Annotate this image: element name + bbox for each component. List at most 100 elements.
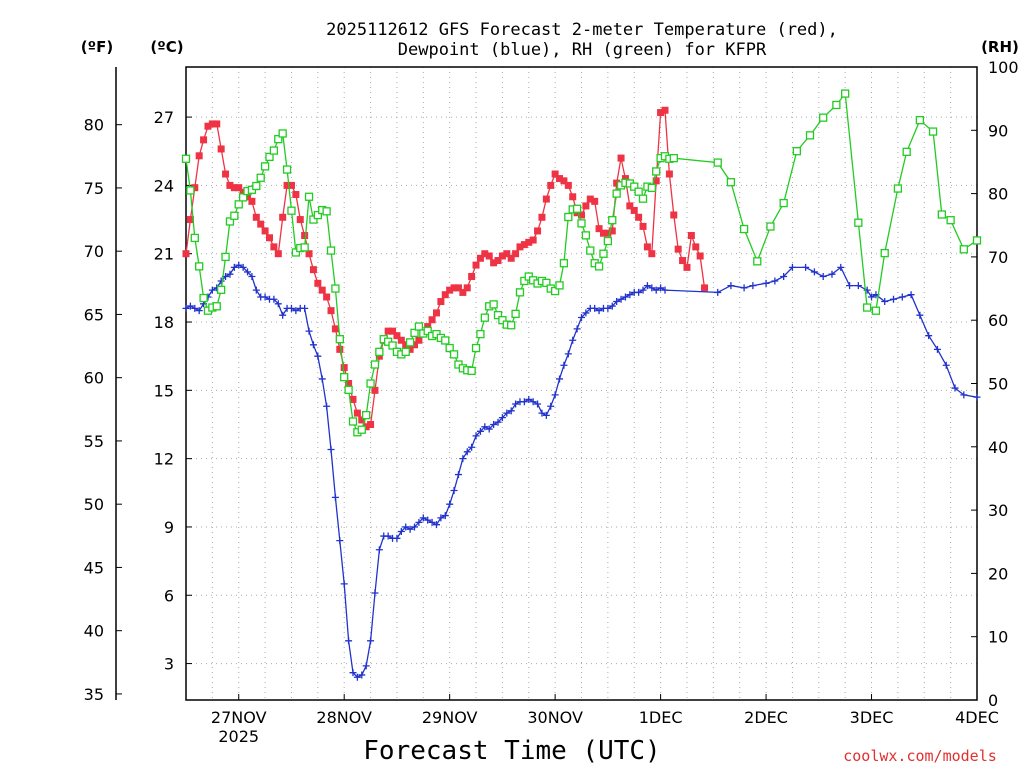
dewpoint-point [569, 336, 577, 344]
fahrenheit-tick-label: 80 [84, 116, 104, 135]
dewpoint-point [485, 425, 493, 433]
temperature-point [336, 345, 344, 353]
dewpoint-point [362, 662, 370, 670]
temperature-point [595, 225, 603, 233]
rh-point [423, 326, 432, 336]
dewpoint-point [301, 304, 309, 312]
rh-point [854, 218, 863, 227]
dewpoint-point [318, 375, 326, 383]
rh-point [471, 343, 481, 353]
temperature-point [287, 181, 295, 189]
temperature-point [692, 243, 700, 251]
rh-point [186, 186, 195, 195]
rh-point [630, 182, 639, 191]
rh-point [779, 198, 788, 208]
temperature-point [323, 293, 331, 301]
credit-link[interactable]: coolwx.com/models [843, 747, 997, 765]
fahrenheit-tick-label: 35 [84, 685, 104, 704]
temperature-point [441, 291, 449, 299]
rh-point [265, 152, 274, 162]
rh-point [238, 193, 248, 202]
rh-point [221, 252, 230, 262]
dewpoint-point [951, 384, 959, 392]
dewpoint-point [933, 345, 941, 353]
dewpoint-point [771, 277, 779, 285]
temperature-point [283, 181, 291, 189]
rh-point [467, 366, 476, 375]
temperature-point [648, 250, 656, 258]
dewpoint-point [538, 409, 546, 417]
chart-title-line1: 2025112612 GFS Forecast 2-meter Temperat… [326, 20, 838, 40]
x-tick-label: 2DEC [744, 708, 788, 727]
temperature-point [402, 341, 410, 349]
rh-point [489, 300, 498, 309]
dewpoint-point [217, 277, 225, 285]
rh-point [599, 249, 608, 258]
temperature-point [639, 222, 647, 230]
dewpoint-point [868, 293, 876, 301]
temperature-point [586, 195, 594, 203]
dewpoint-point [468, 443, 476, 451]
rh-tick-label: 60 [988, 311, 1008, 330]
rh-point [946, 216, 955, 225]
rh-point [181, 154, 191, 163]
temperature-point [384, 327, 392, 335]
temperature-point [657, 109, 665, 117]
rh-point [915, 116, 925, 125]
rh-point [564, 212, 573, 222]
celsius-tick-label: 12 [154, 450, 174, 469]
temperature-point [415, 336, 423, 344]
rh-point [357, 425, 366, 434]
rh-point [634, 187, 643, 196]
temperature-point [424, 323, 432, 331]
temperature-point [498, 252, 506, 260]
plot-frame [185, 66, 978, 701]
dewpoint-point [424, 516, 432, 524]
dewpoint-point [432, 521, 440, 529]
temperature-point [279, 213, 287, 221]
temperature-point [547, 181, 555, 189]
dewpoint-point [459, 455, 467, 463]
rh-point [309, 215, 318, 224]
temperature-point [534, 227, 542, 235]
rh-point [300, 243, 309, 252]
rh-point [282, 165, 292, 174]
rh-tick-label: 0 [988, 691, 998, 710]
rh-point [841, 89, 850, 98]
temperature-point [674, 245, 682, 253]
temperature-point [529, 236, 537, 244]
x-tick-label: 30NOV [527, 708, 583, 727]
dewpoint-point [411, 523, 419, 531]
axes: 35 40 45 50 55 60 65 70 75 80 3 6 9 12 15 18 21 24 27 0 10 20… [84, 58, 1019, 746]
temperature-point [516, 243, 524, 251]
dewpoint-point [534, 400, 542, 408]
dewpoint-point [714, 288, 722, 296]
dewpoint-point [810, 268, 818, 276]
dewpoint-point [639, 286, 647, 294]
rh-tick-label: 10 [988, 628, 1008, 647]
rh-point [230, 211, 239, 220]
dewpoint-point [960, 391, 968, 399]
rh-point [559, 259, 569, 268]
temperature-point [564, 181, 572, 189]
dewpoint-point [520, 398, 528, 406]
temperature-point [652, 177, 660, 185]
rh-tick-label: 50 [988, 375, 1008, 394]
temperature-point [331, 325, 339, 333]
dewpoint-point [635, 288, 643, 296]
series-rh [181, 89, 982, 437]
temperature-point [200, 136, 208, 144]
rh-point [507, 321, 516, 330]
rh-point [414, 322, 424, 331]
rh-point [225, 217, 235, 226]
fahrenheit-tick-label: 40 [84, 622, 104, 641]
fahrenheit-tick-label: 55 [84, 432, 104, 451]
temperature-point [397, 336, 405, 344]
temperature-point [389, 327, 397, 335]
temperature-point [362, 423, 370, 431]
x-tick-label: 4DEC [955, 708, 999, 727]
dewpoint-point [428, 518, 436, 526]
rh-point [766, 222, 775, 231]
rh-point [498, 316, 507, 325]
temperature-point [446, 286, 454, 294]
